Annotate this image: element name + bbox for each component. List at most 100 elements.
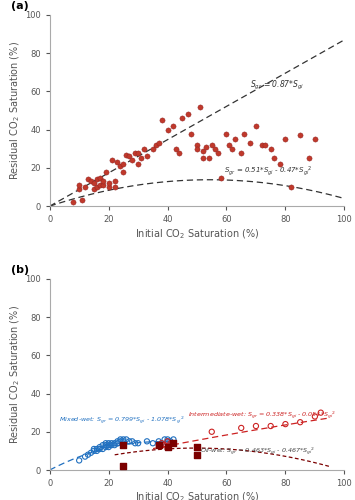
Point — [91, 185, 97, 193]
Point — [76, 456, 82, 464]
Point — [218, 174, 223, 182]
Point — [165, 438, 170, 446]
Point — [271, 154, 277, 162]
Point — [200, 154, 206, 162]
Point — [124, 436, 129, 444]
Point — [115, 438, 120, 446]
Text: (a): (a) — [11, 1, 29, 11]
Point — [185, 110, 191, 118]
Point — [194, 141, 200, 149]
Point — [129, 438, 135, 446]
Point — [85, 450, 91, 458]
Point — [129, 156, 135, 164]
Point — [230, 145, 235, 153]
Point — [115, 439, 120, 447]
Point — [121, 168, 126, 176]
Point — [165, 443, 170, 451]
Point — [109, 156, 114, 164]
Point — [197, 103, 203, 111]
Point — [159, 116, 164, 124]
Point — [206, 154, 212, 162]
Point — [76, 181, 82, 189]
Point — [97, 443, 103, 451]
Point — [224, 130, 229, 138]
Point — [318, 408, 324, 416]
Point — [194, 450, 200, 458]
Point — [283, 420, 288, 428]
Point — [176, 148, 182, 156]
Point — [168, 438, 173, 446]
Point — [156, 441, 162, 449]
Point — [209, 141, 214, 149]
Point — [88, 178, 94, 186]
Point — [94, 447, 100, 455]
Point — [82, 452, 88, 460]
Point — [94, 445, 100, 453]
Point — [156, 438, 162, 446]
Point — [174, 145, 179, 153]
Point — [76, 185, 82, 193]
Point — [144, 438, 150, 446]
Point — [94, 183, 100, 191]
Point — [194, 145, 200, 153]
Point — [247, 139, 253, 147]
Point — [121, 160, 126, 168]
Point — [88, 449, 94, 457]
Point — [132, 439, 138, 447]
Point — [241, 130, 247, 138]
Point — [162, 441, 168, 449]
Point — [97, 181, 103, 189]
Point — [226, 141, 232, 149]
Point — [126, 438, 132, 446]
Text: Intermediate-wet: S$_{gr}$ = 0.338*S$_{gi}$ - 0.054*S$_{gi}$$^2$: Intermediate-wet: S$_{gr}$ = 0.338*S$_{g… — [188, 409, 336, 420]
Point — [188, 130, 194, 138]
Point — [165, 438, 170, 446]
Text: S$_{gr}$ = 0.87*S$_{gi}$: S$_{gr}$ = 0.87*S$_{gi}$ — [250, 79, 305, 92]
Point — [268, 145, 274, 153]
Point — [171, 439, 176, 447]
Point — [103, 439, 109, 447]
Point — [106, 183, 111, 191]
Point — [150, 145, 155, 153]
Point — [118, 438, 123, 446]
Point — [91, 447, 97, 455]
Point — [283, 136, 288, 143]
Point — [138, 154, 144, 162]
Point — [70, 198, 76, 206]
Point — [262, 141, 268, 149]
Point — [100, 445, 105, 453]
X-axis label: Initial CO$_2$ Saturation (%): Initial CO$_2$ Saturation (%) — [135, 491, 259, 500]
Point — [109, 441, 114, 449]
Point — [168, 439, 173, 447]
Point — [144, 152, 150, 160]
Point — [124, 150, 129, 158]
Point — [268, 422, 274, 430]
Point — [109, 439, 114, 447]
Point — [91, 179, 97, 187]
Point — [233, 136, 238, 143]
Point — [97, 174, 103, 182]
Point — [277, 160, 282, 168]
Point — [153, 141, 159, 149]
Point — [239, 148, 244, 156]
Point — [100, 181, 105, 189]
Point — [106, 441, 111, 449]
Point — [200, 146, 206, 154]
Point — [91, 445, 97, 453]
Point — [100, 441, 105, 449]
X-axis label: Initial CO$_2$ Saturation (%): Initial CO$_2$ Saturation (%) — [135, 227, 259, 240]
Point — [103, 168, 109, 176]
Point — [312, 412, 318, 420]
Point — [165, 126, 170, 134]
Point — [194, 443, 200, 451]
Point — [297, 132, 303, 140]
Point — [112, 178, 118, 186]
Point — [121, 462, 126, 470]
Point — [212, 145, 218, 153]
Point — [215, 148, 220, 156]
Point — [159, 439, 164, 447]
Point — [239, 424, 244, 432]
Point — [253, 122, 259, 130]
Point — [103, 441, 109, 449]
Text: (b): (b) — [11, 265, 29, 275]
